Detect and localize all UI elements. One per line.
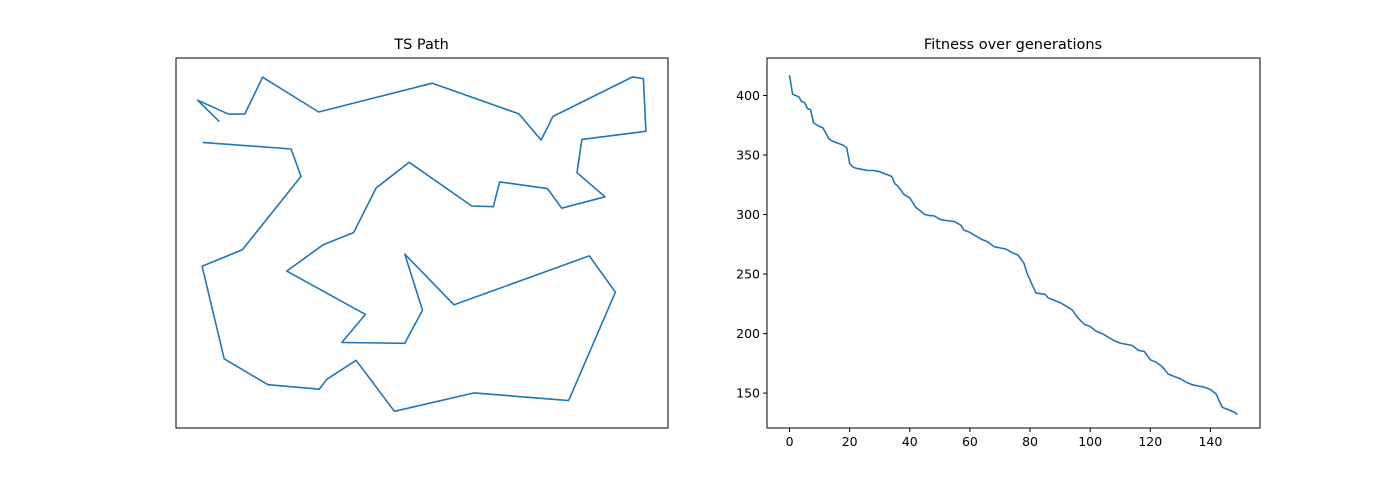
fitness-title: Fitness over generations bbox=[924, 37, 1102, 53]
x-tick-label: 60 bbox=[962, 434, 978, 449]
x-tick-label: 0 bbox=[786, 434, 794, 449]
y-tick-label: 350 bbox=[736, 148, 760, 163]
y-tick-label: 250 bbox=[736, 267, 760, 282]
fitness-x-ticks: 0 20 40 60 80 100 120 140 bbox=[786, 428, 1222, 449]
x-tick-label: 120 bbox=[1138, 434, 1162, 449]
x-tick-label: 140 bbox=[1198, 434, 1222, 449]
fitness-y-ticks: 150 200 250 300 350 400 bbox=[736, 88, 767, 401]
ts-path-axes-frame bbox=[175, 57, 669, 429]
y-tick-label: 400 bbox=[736, 88, 760, 103]
y-tick-label: 150 bbox=[736, 386, 760, 401]
y-tick-label: 200 bbox=[736, 326, 760, 341]
x-tick-label: 80 bbox=[1022, 434, 1038, 449]
ts-path-panel: TS Path bbox=[175, 37, 669, 429]
ts-path-line bbox=[196, 76, 647, 413]
fitness-axes-frame bbox=[766, 57, 1261, 429]
fitness-line bbox=[788, 75, 1238, 416]
x-tick-label: 100 bbox=[1078, 434, 1102, 449]
x-tick-label: 20 bbox=[842, 434, 858, 449]
y-tick-label: 300 bbox=[736, 207, 760, 222]
ts-path-title: TS Path bbox=[393, 37, 449, 53]
x-tick-label: 40 bbox=[902, 434, 918, 449]
fitness-panel: Fitness over generations 0 20 40 60 80 100 120… bbox=[736, 37, 1261, 449]
